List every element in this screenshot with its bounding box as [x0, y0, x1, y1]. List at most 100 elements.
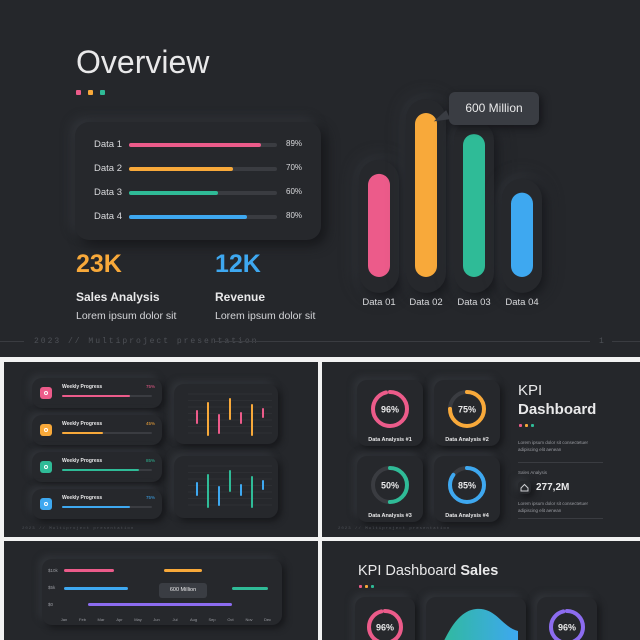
bar-label-4: Data 04	[505, 297, 538, 308]
weekly-progress-icon	[40, 461, 52, 473]
timeline-card: $10k $5k $0 Jan Feb Mar Apr May Jun Jul Aug Sep Oct N…	[42, 559, 282, 625]
mini-bar	[251, 404, 253, 436]
accent-dot-orange	[88, 90, 93, 95]
tooltip-text: 600 Million	[465, 101, 523, 115]
kpi-donut-label: Data Analysis #1	[368, 437, 412, 443]
kpi5-dot-pink	[359, 585, 362, 588]
bar-4	[511, 192, 533, 277]
footer-line-end	[612, 341, 640, 342]
weekly-progress-track	[62, 395, 152, 397]
mini-bar	[229, 398, 231, 420]
bar-3	[463, 134, 485, 277]
page-number: 1	[599, 337, 606, 346]
kpi5-area-card	[426, 597, 526, 640]
progress-row-track	[129, 215, 277, 219]
weekly-progress-track	[62, 432, 152, 434]
kpi-donut-card: 96% Data Analysis #1	[357, 380, 423, 446]
kpi-donut-value: 85%	[458, 481, 476, 491]
stat-sales-desc: Lorem ipsum dolor sit	[76, 310, 177, 322]
kpi-dot-pink	[519, 424, 522, 427]
weekly-progress-label: Weekly Progress	[62, 458, 103, 464]
kpi-desc: Lorem ipsum dolor sit consectetuer adipi…	[518, 440, 589, 452]
progress-row-fill	[129, 167, 233, 171]
weekly-progress-percent: 45%	[146, 421, 156, 426]
mini-bar	[218, 486, 220, 506]
kpi-donut-label: Data Analysis #2	[445, 437, 489, 443]
kpi-divider	[518, 462, 603, 463]
weekly-progress-card: Weekly Progress 75%	[32, 378, 162, 408]
mini-bar	[251, 476, 253, 508]
thumb3-footer: 2023 // Multiproject presentation	[338, 527, 451, 531]
stat-revenue-label: Revenue	[215, 290, 266, 304]
mini-bar	[207, 402, 209, 436]
kpi-donut-card: 75% Data Analysis #2	[434, 380, 500, 446]
kpi-desc2: Lorem ipsum dolor sit consectetuer adipi…	[518, 501, 589, 513]
kpi5-donut-value-2: 96%	[558, 623, 576, 633]
progress-row-fill	[129, 143, 261, 147]
kpi-donut-value: 75%	[458, 405, 476, 415]
progress-row-percent: 60%	[286, 187, 303, 196]
gantt-month: Apr	[116, 617, 123, 622]
stat-sales: 23K Sales Analysis Lorem ipsum dolor sit	[76, 250, 216, 322]
accent-dot-teal	[100, 90, 105, 95]
gantt-month: Jun	[153, 617, 159, 622]
bar-2	[415, 113, 437, 277]
mini-bar	[207, 474, 209, 508]
kpi5-dot-orange	[365, 585, 368, 588]
kpi-sales-title-bold: Sales	[460, 563, 499, 579]
weekly-progress-percent: 75%	[146, 384, 156, 389]
kpi-donut-value: 96%	[381, 405, 399, 415]
kpi5-donut-arc-2	[549, 609, 585, 640]
timeline-tooltip: 600 Million	[159, 583, 207, 598]
footer-text: 2023 // Multiproject presentation	[34, 337, 259, 346]
weekly-progress-icon	[40, 424, 52, 436]
gantt-bar	[64, 587, 128, 590]
thumb-kpi-dashboard: 96% Data Analysis #1 75% Data Analysis #2 50…	[322, 362, 640, 537]
gantt-month: Oct	[227, 617, 234, 622]
kpi5-dot-teal	[371, 585, 374, 588]
weekly-progress-card: Weekly Progress 75%	[32, 489, 162, 519]
progress-row-track	[129, 143, 277, 147]
progress-row-track	[129, 167, 277, 171]
kpi-donut-card: 50% Data Analysis #3	[357, 456, 423, 522]
progress-row-label: Data 2	[94, 163, 122, 174]
accent-dot-pink	[76, 90, 81, 95]
gantt-bar	[232, 587, 268, 590]
weekly-progress-percent: 75%	[146, 495, 156, 500]
progress-row-label: Data 4	[94, 211, 122, 222]
stat-revenue-value: 12K	[215, 250, 261, 278]
kpi-dot-teal	[531, 424, 534, 427]
weekly-progress-icon	[40, 387, 52, 399]
kpi-title: KPI Dashboard	[518, 382, 596, 418]
kpi-donut-label: Data Analysis #4	[445, 513, 489, 519]
kpi5-donut-arc-1	[367, 609, 403, 640]
footer-line-right	[215, 341, 590, 342]
gantt-bar	[88, 603, 232, 606]
gantt-month: Nov	[245, 617, 252, 622]
mini-bar	[240, 412, 242, 424]
stat-sales-label: Sales Analysis	[76, 290, 160, 304]
progress-row-percent: 89%	[286, 139, 303, 148]
kpi-donut-value: 50%	[381, 481, 399, 491]
kpi5-donut-value-1: 96%	[376, 623, 394, 633]
weekly-progress-percent: 85%	[146, 458, 156, 463]
mini-bar	[229, 470, 231, 492]
page-title: Overview	[76, 44, 210, 80]
kpi-donut-card: 85% Data Analysis #4	[434, 456, 500, 522]
progress-row-label: Data 3	[94, 187, 122, 198]
kpi-title-bold: Dashboard	[518, 401, 597, 418]
stat-revenue: 12K Revenue Lorem ipsum dolor sit	[215, 250, 355, 322]
weekly-progress-fill	[62, 395, 130, 397]
kpi-sales-value: 277,2M	[536, 482, 570, 493]
kpi-sales-title-light: KPI Dashboard	[358, 563, 461, 579]
kpi-donut-arc	[371, 466, 409, 504]
bar-label-1: Data 01	[362, 297, 395, 308]
mini-bar	[240, 484, 242, 496]
weekly-progress-fill	[62, 506, 130, 508]
mini-chart-bottom	[174, 456, 278, 518]
mini-bar	[262, 408, 264, 418]
kpi-sales-label: Sales Analysis	[518, 470, 548, 475]
mini-chart-top	[174, 384, 278, 444]
weekly-progress-card: Weekly Progress 45%	[32, 415, 162, 445]
mini-bar	[196, 410, 198, 424]
